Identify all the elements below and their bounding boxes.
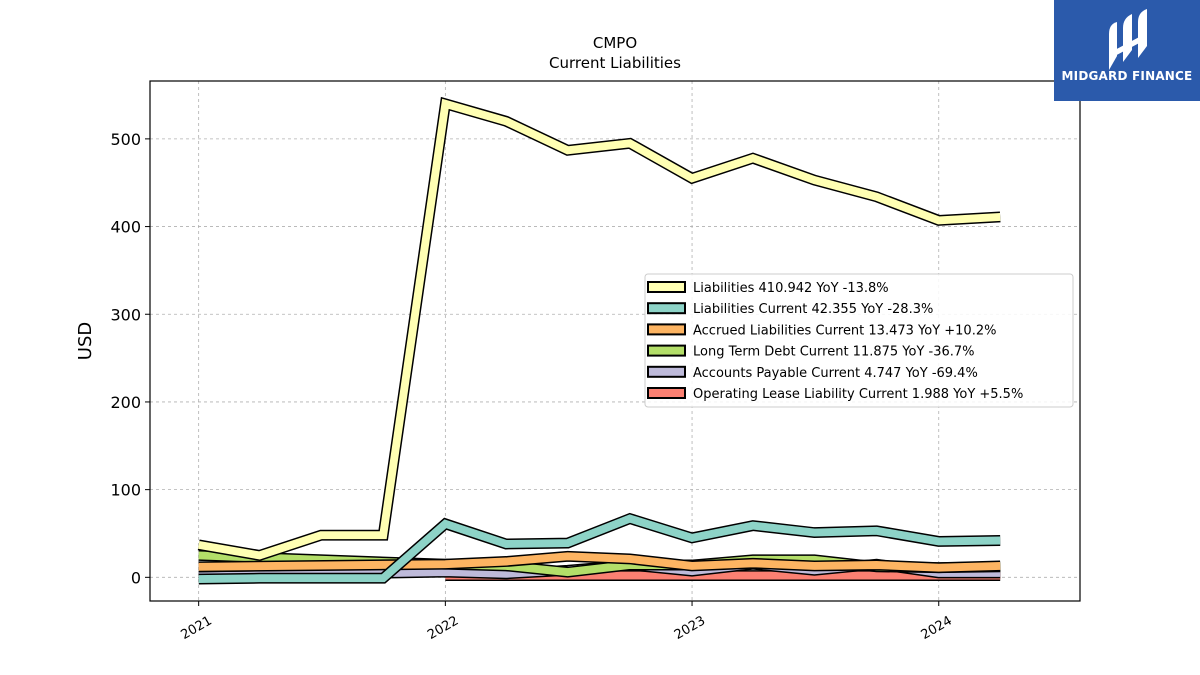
y-tick-label: 0 bbox=[131, 568, 141, 587]
legend-box bbox=[644, 273, 1074, 408]
legend-swatch bbox=[647, 302, 686, 315]
series-line-2 bbox=[198, 514, 1001, 584]
legend-swatch bbox=[647, 344, 686, 357]
series-line-1 bbox=[198, 98, 1001, 560]
legend-entry: Liabilities 410.942 YoY -13.8% bbox=[693, 281, 889, 296]
y-tick-label: 300 bbox=[110, 305, 141, 324]
legend-entry: Accrued Liabilities Current 13.473 YoY +… bbox=[693, 323, 996, 338]
logo-text: MIDGARD FINANCE bbox=[1061, 69, 1193, 83]
legend-entry: Liabilities Current 42.355 YoY -28.3% bbox=[693, 302, 933, 317]
x-tick-label: 2023 bbox=[672, 613, 708, 643]
y-tick-label: 400 bbox=[110, 218, 141, 237]
legend-entry: Operating Lease Liability Current 1.988 … bbox=[693, 387, 1023, 402]
legend-swatch bbox=[647, 387, 686, 399]
legend-entry: Accounts Payable Current 4.747 YoY -69.4… bbox=[693, 366, 978, 381]
legend-swatch bbox=[647, 281, 686, 293]
y-axis-label: USD bbox=[75, 322, 96, 360]
chart-title: CMPO bbox=[593, 34, 637, 52]
y-tick-label: 200 bbox=[110, 393, 141, 412]
midgard-logo-icon bbox=[1109, 9, 1147, 70]
legend-swatch bbox=[647, 323, 686, 336]
chart-subtitle: Current Liabilities bbox=[549, 54, 681, 72]
midgard-finance-logo: MIDGARD FINANCE bbox=[1054, 0, 1200, 101]
series-line-3 bbox=[198, 552, 1001, 572]
x-tick-label: 2024 bbox=[919, 613, 955, 643]
legend-entry: Long Term Debt Current 11.875 YoY -36.7% bbox=[693, 345, 975, 360]
plot-frame bbox=[149, 80, 1081, 602]
x-tick-label: 2021 bbox=[179, 613, 215, 643]
x-tick-label: 2022 bbox=[425, 613, 461, 643]
y-tick-label: 100 bbox=[110, 481, 141, 500]
legend-swatch bbox=[647, 365, 686, 378]
y-tick-label: 500 bbox=[110, 130, 141, 149]
